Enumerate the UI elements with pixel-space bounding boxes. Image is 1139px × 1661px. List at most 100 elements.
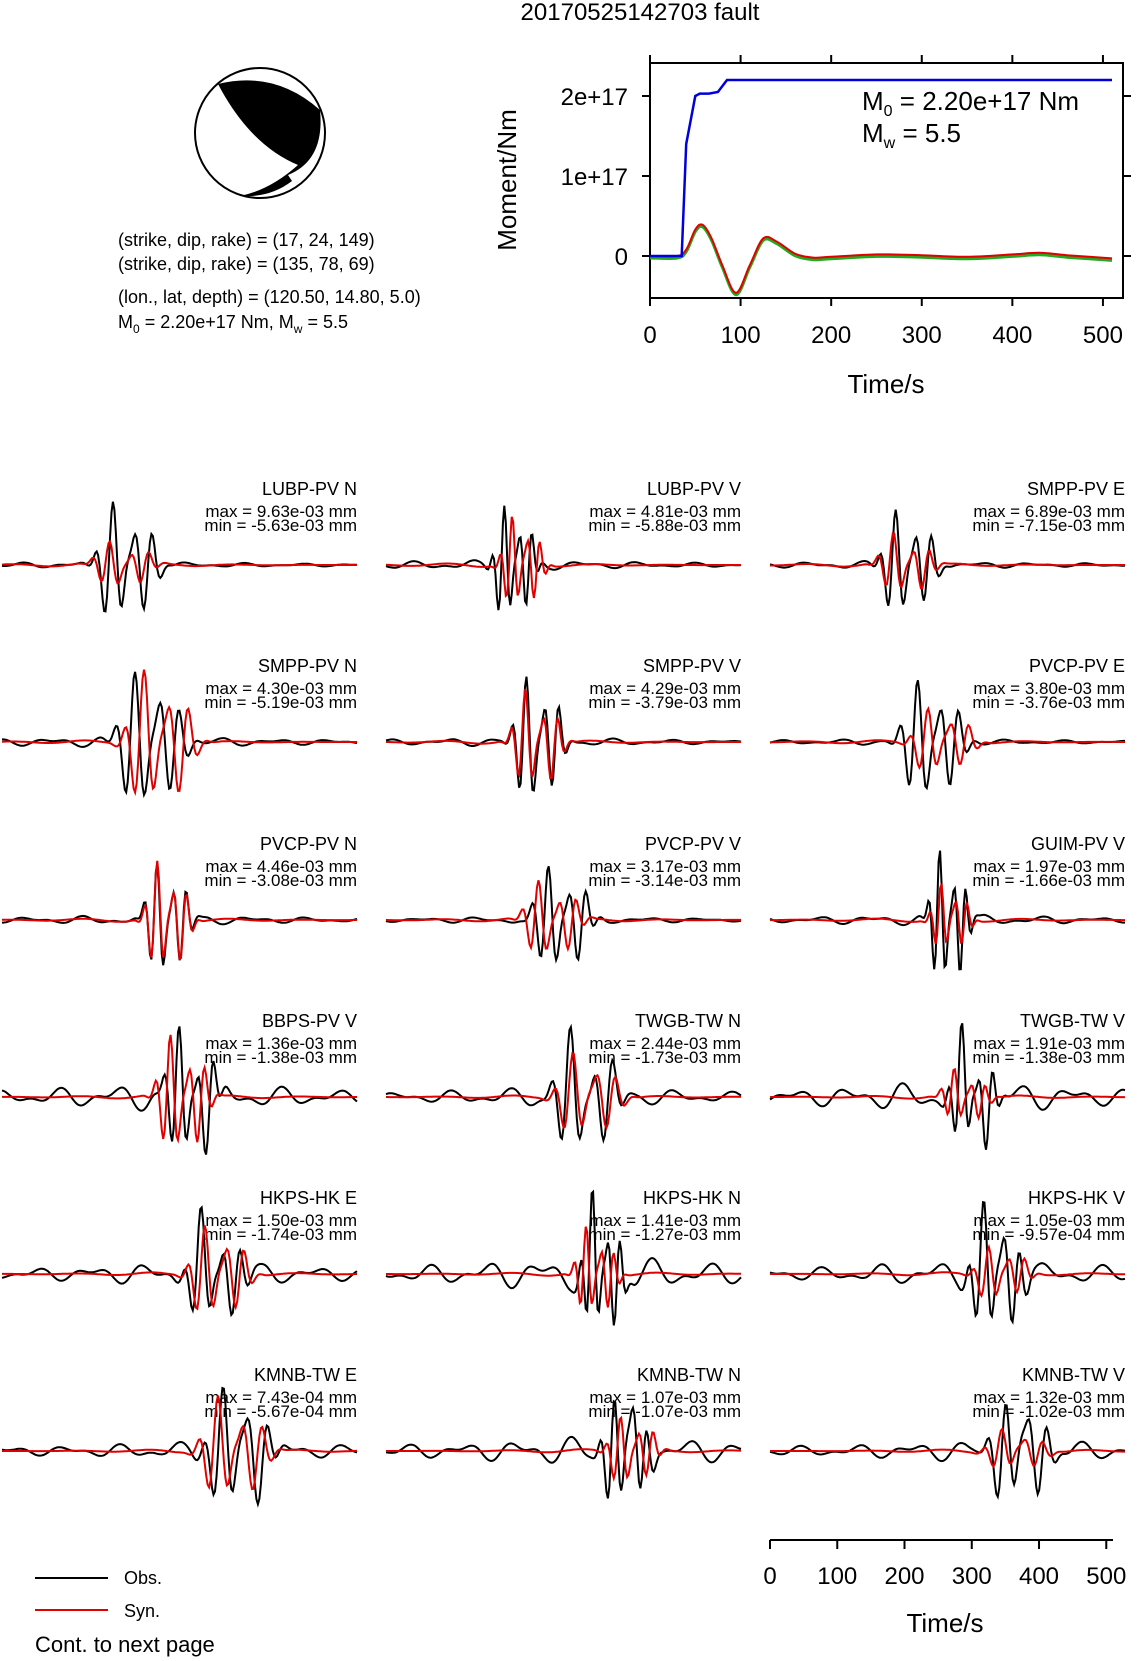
max-amplitude: max = 6.89e-03 mm xyxy=(973,502,1125,521)
station-label: HKPS-HK E xyxy=(260,1188,357,1208)
moment-rate-chart: 0 100 200 300 400 500 0 1e+17 2e+17 Time/s Mome… xyxy=(492,55,1131,399)
cumulative-moment-line xyxy=(650,78,1112,258)
moment-y-tick-label: 0 xyxy=(615,244,628,271)
min-amplitude: min = -1.02e-03 mm xyxy=(972,1402,1125,1421)
moment-x-tick-label: 0 xyxy=(643,322,656,349)
synthetic-trace xyxy=(770,1426,1125,1469)
synthetic-trace xyxy=(386,1415,742,1483)
max-amplitude: max = 1.32e-03 mm xyxy=(973,1388,1125,1407)
moment-x-tick-label: 300 xyxy=(902,322,942,349)
max-amplitude: max = 3.80e-03 mm xyxy=(973,679,1125,698)
waveform-x-tick-label: 500 xyxy=(1086,1563,1126,1590)
moment-x-axis: 0 100 200 300 400 500 xyxy=(643,55,1123,349)
observed-trace xyxy=(769,1403,1126,1500)
moment-series xyxy=(649,78,1113,297)
min-amplitude: min = -1.38e-03 mm xyxy=(972,1048,1125,1067)
observed-trace xyxy=(385,1399,742,1499)
max-amplitude: max = 1.41e-03 mm xyxy=(589,1211,741,1230)
moment-x-label: Time/s xyxy=(847,369,924,399)
moment-x-tick-label: 100 xyxy=(721,322,761,349)
station-label: PVCP-PV E xyxy=(1029,656,1125,676)
observed-trace xyxy=(1,1026,358,1155)
station-label: SMPP-PV N xyxy=(258,656,357,676)
moment-x-tick-label: 500 xyxy=(1083,322,1123,349)
figure-title: 20170525142703 fault xyxy=(521,0,760,26)
station-label: PVCP-PV N xyxy=(260,834,357,854)
station-label: KMNB-TW E xyxy=(254,1365,357,1385)
synthetic-trace xyxy=(385,516,741,599)
synthetic-trace xyxy=(2,860,357,961)
synthetic-trace xyxy=(1,669,357,797)
station-label: PVCP-PV V xyxy=(645,834,741,854)
min-amplitude: min = -3.14e-03 mm xyxy=(588,871,741,890)
legend-obs-label: Obs. xyxy=(124,1568,162,1588)
synthetic-trace xyxy=(2,1225,357,1311)
moment-x-tick-label: 400 xyxy=(992,322,1032,349)
min-amplitude: min = -1.38e-03 mm xyxy=(204,1048,357,1067)
max-amplitude: max = 1.36e-03 mm xyxy=(205,1034,357,1053)
min-amplitude: min = -5.19e-03 mm xyxy=(204,693,357,712)
waveform-x-tick-label: 400 xyxy=(1019,1563,1059,1590)
min-amplitude: min = -1.07e-03 mm xyxy=(588,1402,741,1421)
max-amplitude: max = 4.29e-03 mm xyxy=(589,679,741,698)
station-label: LUBP-PV V xyxy=(647,479,741,499)
min-amplitude: min = -7.15e-03 mm xyxy=(972,516,1125,535)
min-amplitude: min = -5.67e-04 mm xyxy=(204,1402,357,1421)
moment-y-tick-label: 2e+17 xyxy=(561,84,628,111)
moment-x-tick-label: 200 xyxy=(811,322,851,349)
max-amplitude: max = 2.44e-03 mm xyxy=(589,1034,741,1053)
waveform-x-tick-label: 100 xyxy=(817,1563,857,1590)
waveform-x-tick-label: 300 xyxy=(952,1563,992,1590)
station-label: KMNB-TW V xyxy=(1022,1365,1125,1385)
synthetic-trace xyxy=(770,706,1125,771)
min-amplitude: min = -1.66e-03 mm xyxy=(972,871,1125,890)
station-label: SMPP-PV V xyxy=(643,656,741,676)
observed-trace xyxy=(2,671,358,799)
station-label: HKPS-HK N xyxy=(643,1188,741,1208)
max-amplitude: max = 4.30e-03 mm xyxy=(205,679,357,698)
waveform-x-tick-label: 200 xyxy=(884,1563,924,1590)
mechanism-info: (strike, dip, rake) = (17, 24, 149) (str… xyxy=(118,230,421,336)
beachball-icon xyxy=(194,67,326,199)
waveform-x-tick-label: 0 xyxy=(763,1563,776,1590)
min-amplitude: min = -1.27e-03 mm xyxy=(588,1225,741,1244)
synthetic-trace xyxy=(770,883,1125,945)
synthetic-trace xyxy=(386,1226,742,1308)
legend: Obs. Syn. xyxy=(35,1568,162,1621)
station-label: BBPS-PV V xyxy=(262,1011,357,1031)
synthetic-trace xyxy=(386,1051,742,1131)
observed-trace xyxy=(769,850,1125,971)
station-label: SMPP-PV E xyxy=(1027,479,1125,499)
max-amplitude: max = 1.97e-03 mm xyxy=(973,857,1125,876)
min-amplitude: min = -3.76e-03 mm xyxy=(972,693,1125,712)
min-amplitude: min = -1.74e-03 mm xyxy=(204,1225,357,1244)
station-label: LUBP-PV N xyxy=(262,479,357,499)
synthetic-trace xyxy=(386,880,741,953)
max-amplitude: max = 4.46e-03 mm xyxy=(205,857,357,876)
synthetic-trace xyxy=(2,1395,358,1491)
station-label: TWGB-TW V xyxy=(1020,1011,1125,1031)
min-amplitude: min = -1.73e-03 mm xyxy=(588,1048,741,1067)
mechanism-plane2: (strike, dip, rake) = (135, 78, 69) xyxy=(118,254,375,274)
moment-rate-green-line xyxy=(649,224,1113,297)
min-amplitude: min = -3.08e-03 mm xyxy=(204,871,357,890)
min-amplitude: min = -9.57e-04 mm xyxy=(972,1225,1125,1244)
continuation-note: Cont. to next page xyxy=(35,1632,215,1657)
max-amplitude: max = 4.81e-03 mm xyxy=(589,502,741,521)
